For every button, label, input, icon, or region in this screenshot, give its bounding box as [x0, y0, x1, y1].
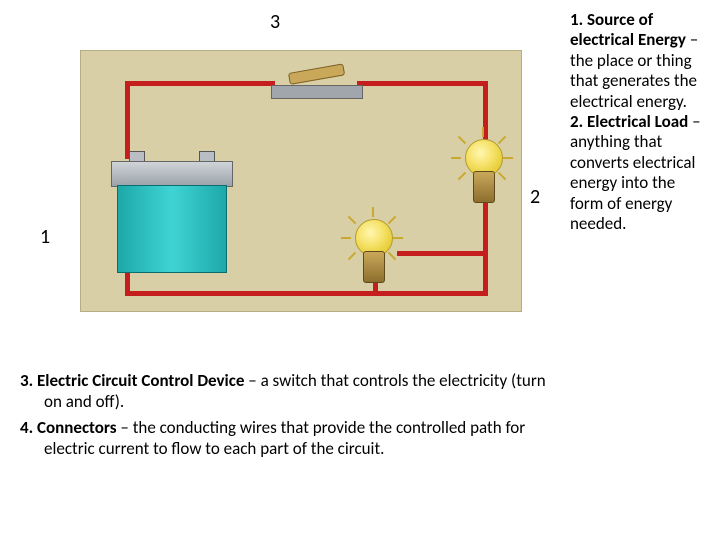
bottom-text: 3. Electric Circuit Control Device – a s… — [20, 370, 560, 463]
definition-1: 1. Source of electrical Energy – the pla… — [570, 10, 710, 112]
definition-1-body: the place or thing that generates the el… — [570, 50, 697, 112]
dash: – — [248, 370, 260, 391]
switch — [271, 71, 361, 101]
bulb-2 — [343, 219, 403, 289]
definition-4: 4. Connectors – the conducting wires tha… — [20, 417, 560, 460]
wire — [483, 81, 488, 147]
wire — [125, 81, 130, 156]
definition-4-lead: 4. Connectors — [20, 417, 120, 438]
slide: 3 2 1 4 — [0, 0, 720, 540]
dash: – — [690, 29, 698, 50]
definition-2-lead: 2. Electrical Load — [570, 111, 692, 132]
wire — [125, 81, 275, 86]
circuit-canvas — [80, 50, 522, 312]
label-2: 2 — [530, 185, 540, 209]
dash: – — [120, 417, 132, 438]
label-3: 3 — [270, 10, 280, 34]
right-text: 1. Source of electrical Energy – the pla… — [570, 10, 710, 234]
switch-base — [271, 85, 363, 99]
wire — [483, 201, 488, 295]
wire — [397, 251, 487, 256]
battery — [111, 161, 231, 271]
battery-body — [117, 185, 227, 273]
definition-1-lead: 1. Source of electrical Energy — [570, 9, 690, 50]
definition-2: 2. Electrical Load – anything that conve… — [570, 112, 710, 234]
definition-3: 3. Electric Circuit Control Device – a s… — [20, 370, 560, 413]
diagram-area: 3 2 1 4 — [20, 10, 560, 330]
bulb-socket — [363, 251, 385, 283]
battery-top — [111, 161, 233, 187]
bulb-1 — [453, 139, 513, 209]
bulb-socket — [473, 171, 495, 203]
label-1: 1 — [40, 225, 50, 249]
wire — [357, 81, 487, 86]
definition-3-lead: 3. Electric Circuit Control Device — [20, 370, 248, 391]
wire — [125, 291, 488, 296]
switch-lever — [288, 63, 345, 85]
dash: – — [692, 111, 700, 132]
definition-2-body: anything that converts electrical energy… — [570, 131, 695, 234]
